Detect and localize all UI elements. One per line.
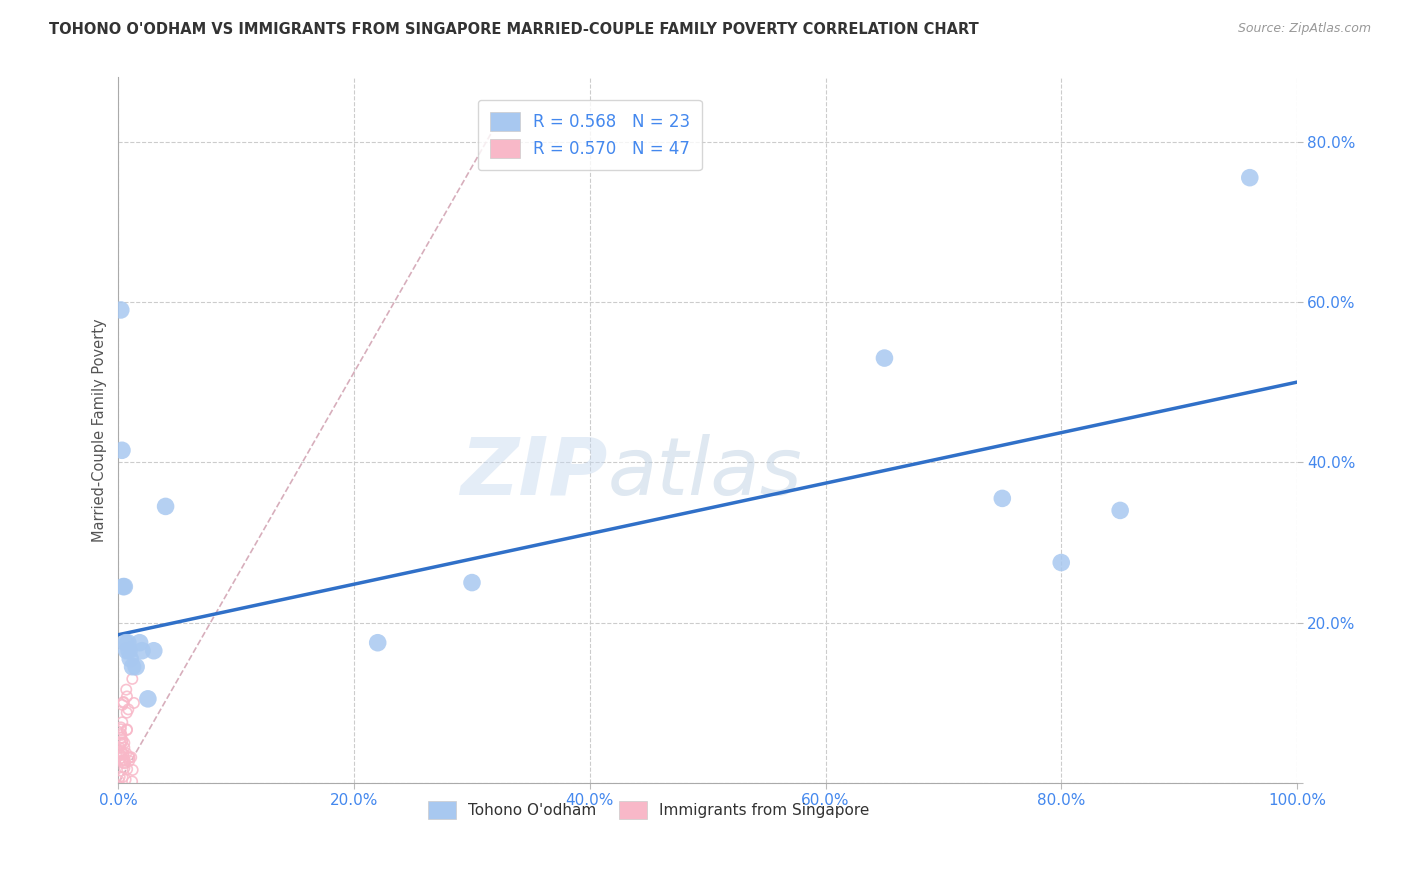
Point [112, 747, 135, 761]
Point [121, 660, 143, 674]
Point [110, 726, 132, 740]
Point [115, 682, 138, 697]
Point [1109, 503, 1132, 517]
Point [112, 756, 135, 770]
Text: atlas: atlas [607, 434, 803, 512]
Point [118, 751, 141, 765]
Legend: Tohono O'odham, Immigrants from Singapore: Tohono O'odham, Immigrants from Singapor… [422, 795, 876, 825]
Point [114, 754, 136, 768]
Point [108, 770, 131, 784]
Point [125, 660, 148, 674]
Point [112, 736, 135, 750]
Point [110, 728, 132, 742]
Point [115, 690, 138, 704]
Point [118, 750, 141, 764]
Point [110, 748, 132, 763]
Point [108, 747, 131, 761]
Point [110, 751, 132, 765]
Point [115, 723, 138, 737]
Point [121, 763, 143, 777]
Point [111, 735, 134, 749]
Point [1050, 556, 1073, 570]
Point [111, 698, 134, 712]
Point [114, 756, 136, 771]
Point [115, 644, 138, 658]
Point [115, 723, 138, 737]
Point [111, 770, 134, 784]
Point [112, 696, 135, 710]
Point [110, 302, 132, 317]
Point [117, 636, 139, 650]
Point [142, 644, 165, 658]
Point [118, 754, 141, 768]
Point [991, 491, 1014, 506]
Point [111, 443, 134, 458]
Point [110, 731, 132, 745]
Point [120, 652, 142, 666]
Point [110, 736, 132, 750]
Point [112, 747, 135, 761]
Point [114, 636, 136, 650]
Point [111, 733, 134, 747]
Point [115, 706, 138, 720]
Point [1239, 170, 1261, 185]
Point [117, 702, 139, 716]
Point [120, 750, 142, 764]
Point [115, 747, 138, 761]
Point [118, 644, 141, 658]
Text: ZIP: ZIP [460, 434, 607, 512]
Text: TOHONO O'ODHAM VS IMMIGRANTS FROM SINGAPORE MARRIED-COUPLE FAMILY POVERTY CORREL: TOHONO O'ODHAM VS IMMIGRANTS FROM SINGAP… [49, 22, 979, 37]
Point [114, 761, 136, 775]
Point [108, 740, 131, 755]
Point [112, 740, 135, 755]
Point [112, 753, 135, 767]
Point [110, 723, 132, 737]
Text: Source: ZipAtlas.com: Source: ZipAtlas.com [1237, 22, 1371, 36]
Point [461, 575, 484, 590]
Point [873, 351, 896, 365]
Point [112, 580, 135, 594]
Point [107, 773, 129, 788]
Point [121, 774, 143, 789]
Point [114, 772, 136, 787]
Point [112, 580, 135, 594]
Point [136, 691, 159, 706]
Point [111, 715, 134, 730]
Point [128, 636, 150, 650]
Point [111, 754, 134, 768]
Point [131, 644, 153, 658]
Point [112, 695, 135, 709]
Point [115, 762, 138, 776]
Point [110, 744, 132, 758]
Point [367, 636, 389, 650]
Point [155, 500, 177, 514]
Y-axis label: Married-Couple Family Poverty: Married-Couple Family Poverty [93, 318, 107, 542]
Point [122, 696, 145, 710]
Point [121, 672, 143, 686]
Point [110, 720, 132, 734]
